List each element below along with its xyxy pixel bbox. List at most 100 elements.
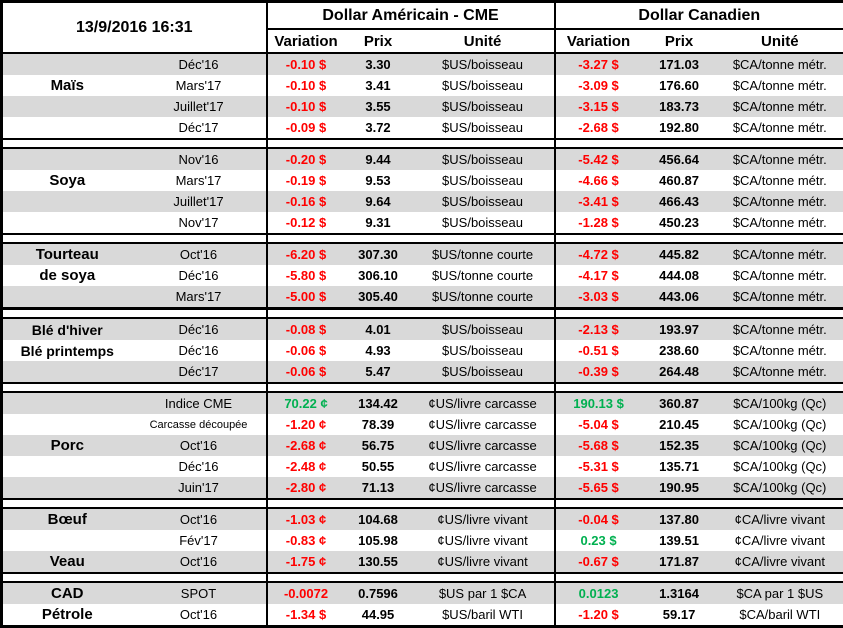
header-row-titles: 13/9/2016 16:31 Dollar Américain - CME D…	[2, 2, 843, 30]
table-row-porc-3: Déc'16-2.48 ¢50.55¢US/livre carcasse-5.3…	[2, 456, 843, 477]
commodity-label	[2, 530, 132, 551]
us-unit-label: $US/boisseau	[412, 170, 555, 191]
commodity-label	[2, 96, 132, 117]
ca-unit-label: $CA/tonne métr.	[717, 318, 843, 340]
us-variation-value: -5.80 $	[267, 265, 345, 286]
ca-price-value: 360.87	[642, 392, 717, 414]
us-unit-label: $US/boisseau	[412, 53, 555, 75]
ca-price-value: 210.45	[642, 414, 717, 435]
us-price-value: 3.41	[345, 75, 412, 96]
ca-price-value: 264.48	[642, 361, 717, 383]
us-unit-label: $US/tonne courte	[412, 286, 555, 309]
group-separator-cell	[555, 383, 843, 392]
ca-unit-label: $CA/tonne métr.	[717, 340, 843, 361]
ca-variation-value: -0.51 $	[555, 340, 642, 361]
group-separator-cell	[267, 573, 555, 582]
commodity-label	[2, 53, 132, 75]
ca-unit-label: $CA/tonne métr.	[717, 96, 843, 117]
group-separator-cell	[2, 383, 267, 392]
commodity-label	[2, 148, 132, 170]
us-variation-value: -0.10 $	[267, 53, 345, 75]
contract-month: Oct'16	[132, 604, 267, 627]
us-price-value: 306.10	[345, 265, 412, 286]
ca-variation-value: -1.28 $	[555, 212, 642, 234]
us-unit-label: ¢US/livre vivant	[412, 508, 555, 530]
us-price-value: 130.55	[345, 551, 412, 573]
us-unit-label: ¢US/livre carcasse	[412, 456, 555, 477]
commodity-label	[2, 414, 132, 435]
us-price-value: 134.42	[345, 392, 412, 414]
us-price-value: 56.75	[345, 435, 412, 456]
ca-unit-label: $CA par 1 $US	[717, 582, 843, 604]
ca-unit-label: $CA/baril WTI	[717, 604, 843, 627]
ca-price-value: 443.06	[642, 286, 717, 309]
us-price-value: 3.30	[345, 53, 412, 75]
group-separator-cell	[2, 234, 267, 243]
cad-variation-header: Variation	[555, 29, 642, 53]
ca-price-value: 137.80	[642, 508, 717, 530]
contract-month: Déc'17	[132, 361, 267, 383]
ca-unit-label: $CA/tonne métr.	[717, 148, 843, 170]
ca-unit-label: $CA/100kg (Qc)	[717, 435, 843, 456]
contract-month: Déc'16	[132, 265, 267, 286]
commodity-label	[2, 117, 132, 139]
group-separator	[2, 499, 843, 508]
us-unit-label: ¢US/livre carcasse	[412, 477, 555, 499]
ca-unit-label: $CA/tonne métr.	[717, 243, 843, 265]
group-separator	[2, 139, 843, 148]
us-unit-label: $US/boisseau	[412, 361, 555, 383]
group-separator-cell	[555, 309, 843, 319]
commodity-label	[2, 212, 132, 234]
us-unit-label: ¢US/livre carcasse	[412, 392, 555, 414]
us-variation-value: -1.75 ¢	[267, 551, 345, 573]
us-price-value: 9.31	[345, 212, 412, 234]
us-unit-label: ¢US/livre carcasse	[412, 414, 555, 435]
ca-variation-value: -5.04 $	[555, 414, 642, 435]
ca-unit-label: $CA/100kg (Qc)	[717, 477, 843, 499]
commodity-label	[2, 477, 132, 499]
us-unit-label: $US par 1 $CA	[412, 582, 555, 604]
cad-unite-header: Unité	[717, 29, 843, 53]
table-row-porc-4: Juin'17-2.80 ¢71.13¢US/livre carcasse-5.…	[2, 477, 843, 499]
contract-month: Déc'16	[132, 318, 267, 340]
ca-variation-value: -3.09 $	[555, 75, 642, 96]
ca-price-value: 445.82	[642, 243, 717, 265]
us-variation-value: -0.19 $	[267, 170, 345, 191]
ca-unit-label: $CA/tonne métr.	[717, 191, 843, 212]
contract-month: SPOT	[132, 582, 267, 604]
us-variation-value: -0.06 $	[267, 340, 345, 361]
us-price-value: 5.47	[345, 361, 412, 383]
ca-price-value: 190.95	[642, 477, 717, 499]
us-variation-value: -1.20 ¢	[267, 414, 345, 435]
commodity-label: Soya	[2, 170, 132, 191]
ca-unit-label: ¢CA/livre vivant	[717, 508, 843, 530]
us-unit-label: $US/tonne courte	[412, 265, 555, 286]
us-price-value: 3.72	[345, 117, 412, 139]
group-separator-cell	[2, 573, 267, 582]
group-separator-cell	[267, 234, 555, 243]
us-variation-value: -2.68 ¢	[267, 435, 345, 456]
group-separator-cell	[267, 309, 555, 319]
us-price-value: 9.64	[345, 191, 412, 212]
contract-month: Juillet'17	[132, 96, 267, 117]
usd-section-title: Dollar Américain - CME	[267, 2, 555, 30]
timestamp: 13/9/2016 16:31	[2, 2, 267, 54]
group-separator-cell	[555, 139, 843, 148]
group-separator-cell	[2, 139, 267, 148]
contract-month: Juillet'17	[132, 191, 267, 212]
contract-month: Nov'17	[132, 212, 267, 234]
ca-price-value: 444.08	[642, 265, 717, 286]
contract-month: Oct'16	[132, 435, 267, 456]
contract-month: Déc'16	[132, 340, 267, 361]
us-variation-value: -0.20 $	[267, 148, 345, 170]
us-variation-value: 70.22 ¢	[267, 392, 345, 414]
ca-price-value: 135.71	[642, 456, 717, 477]
table-row-mais-0: Déc'16-0.10 $3.30$US/boisseau-3.27 $171.…	[2, 53, 843, 75]
ca-unit-label: $CA/tonne métr.	[717, 53, 843, 75]
